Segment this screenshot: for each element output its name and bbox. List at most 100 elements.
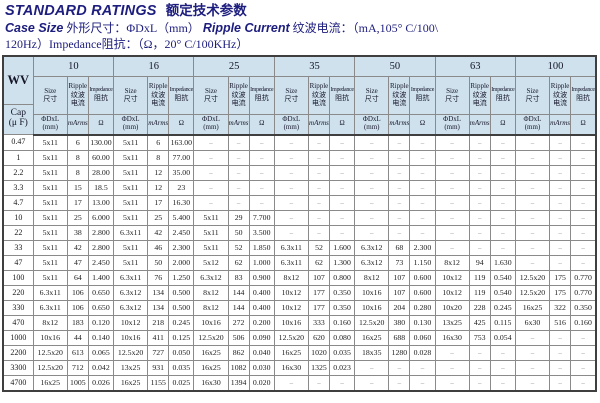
ripple-value-cell: – — [549, 239, 572, 256]
impedance-value-cell: 0.050 — [168, 344, 195, 361]
table-cell: ΦDxL — [121, 115, 140, 124]
ripple-value-cell: – — [388, 149, 411, 166]
size-value-cell: 16x25 — [32, 374, 68, 392]
size-unit-cell: ΦDxL (mm) — [354, 113, 390, 136]
ripple-value-cell: 175 — [549, 269, 572, 286]
header-row-subtitles: Size 尺寸 Ripple 纹波 电流 Impedance 阻抗 Size 尺寸 Ripple 纹… — [3, 75, 597, 115]
ripple-value-cell: – — [227, 164, 250, 181]
size-value-cell: 5x11 — [113, 149, 149, 166]
impedance-value-cell: 7.700 — [248, 209, 275, 226]
impedance-value-cell: – — [409, 224, 436, 241]
impedance-value-cell: 0.030 — [248, 359, 275, 376]
impedance-unit-cell: Ω — [409, 113, 436, 136]
table-cell: Size — [124, 86, 137, 95]
impedance-value-cell: 28.00 — [87, 164, 115, 181]
size-value-cell: 5x11 — [32, 179, 68, 196]
ripple-value-cell: 753 — [468, 329, 491, 346]
size-value-cell: – — [434, 374, 470, 392]
impedance-value-cell: 0.026 — [87, 374, 115, 392]
ripple-value-cell: 50 — [147, 254, 170, 271]
size-header: Size 尺寸 — [193, 75, 229, 115]
impedance-value-cell: 3.500 — [248, 224, 275, 241]
size-header: Size 尺寸 — [514, 75, 551, 115]
impedance-header: Impedance 阻抗 — [329, 75, 356, 115]
size-value-cell: 6.3x11 — [273, 254, 309, 271]
size-value-cell: – — [273, 179, 309, 196]
cap-value-cell: 33 — [2, 239, 34, 256]
impedance-value-cell: 0.042 — [87, 359, 115, 376]
table-cell: 尺寸 — [525, 95, 540, 104]
ripple-value-cell: 8 — [66, 149, 89, 166]
size-unit-cell: ΦDxL (mm) — [273, 113, 309, 136]
impedance-value-cell: 0.350 — [570, 299, 597, 316]
size-value-cell: 12.5x20 — [113, 344, 149, 361]
impedance-value-cell: – — [409, 209, 436, 226]
table-row: 470 8x12 183 0.120 10x12 218 0.245 10x16 272 0.20… — [2, 314, 597, 331]
impedance-value-cell: 0.160 — [570, 314, 597, 331]
cap-value-cell: 1000 — [2, 329, 34, 346]
impedance-value-cell: – — [248, 179, 275, 196]
impedance-value-cell: – — [570, 179, 597, 196]
size-value-cell: 6.3x11 — [32, 284, 68, 301]
table-cell: (mm) — [283, 123, 300, 132]
size-value-cell: 12.5x20 — [273, 329, 309, 346]
impedance-value-cell: 2.800 — [87, 239, 115, 256]
ripple-value-cell: – — [468, 134, 491, 151]
size-value-cell: 10x16 — [193, 314, 229, 331]
ripple-value-cell: 1082 — [227, 359, 250, 376]
impedance-value-cell: – — [248, 194, 275, 211]
size-value-cell: 6.3x12 — [354, 254, 390, 271]
table-cell: 电流 — [151, 99, 166, 108]
impedance-value-cell: 13.00 — [87, 194, 115, 211]
table-cell: (mm) — [122, 123, 139, 132]
ripple-value-cell: – — [388, 374, 411, 392]
table-cell: Ripple — [68, 82, 88, 91]
impedance-value-cell: – — [489, 344, 516, 361]
impedance-header: Impedance 阻抗 — [87, 75, 115, 115]
ripple-current-label: Ripple Current — [202, 20, 290, 35]
ripple-value-cell: 712 — [66, 359, 89, 376]
impedance-unit-cell: Ω — [329, 113, 356, 136]
impedance-value-cell: 1.850 — [248, 239, 275, 256]
impedance-value-cell: 0.500 — [168, 299, 195, 316]
impedance-value-cell: – — [570, 359, 597, 376]
table-row: 22 5x11 38 2.800 6.3x11 42 2.450 5x11 50 3.500– – –… — [2, 224, 597, 241]
size-value-cell: 10x16 — [113, 329, 149, 346]
table-cell: ΦDxL — [41, 115, 60, 124]
impedance-value-cell: – — [489, 239, 516, 256]
impedance-value-cell: – — [248, 134, 275, 151]
impedance-value-cell: 0.035 — [168, 359, 195, 376]
ripple-value-cell: – — [549, 209, 572, 226]
size-value-cell: 6.3x12 — [193, 269, 229, 286]
ripple-value-cell: 688 — [388, 329, 411, 346]
size-value-cell: 12.5x20 — [32, 344, 68, 361]
size-value-cell: – — [514, 239, 551, 256]
impedance-value-cell: – — [570, 194, 597, 211]
impedance-value-cell: 0.130 — [409, 314, 436, 331]
table-cell: Size — [526, 86, 539, 95]
ripple-value-cell: – — [307, 149, 331, 166]
table-cell: Impedance — [491, 87, 515, 94]
size-value-cell: – — [273, 209, 309, 226]
impedance-value-cell: – — [570, 149, 597, 166]
ripple-value-cell: 52 — [307, 239, 331, 256]
ripple-value-cell: – — [388, 134, 411, 151]
cap-value-cell: 330 — [2, 299, 34, 316]
ripple-value-cell: – — [468, 374, 491, 392]
impedance-value-cell: 0.028 — [409, 344, 436, 361]
size-value-cell: 16x30 — [434, 329, 470, 346]
table-cell: 阻抗 — [93, 94, 108, 103]
cap-value-cell: 4700 — [2, 374, 34, 392]
size-value-cell: – — [273, 194, 309, 211]
impedance-value-cell: – — [329, 209, 356, 226]
table-cell: 电流 — [311, 99, 326, 108]
table-cell: 阻抗 — [415, 94, 430, 103]
impedance-value-cell: – — [570, 254, 597, 271]
size-value-cell: 10x16 — [273, 314, 309, 331]
size-value-cell: 12.5x20 — [514, 284, 551, 301]
table-cell: (mm) — [203, 123, 219, 132]
voltage-header: 35 — [273, 55, 356, 77]
ripple-value-cell: 68 — [388, 239, 411, 256]
voltage-header: 16 — [113, 55, 195, 77]
size-value-cell: – — [434, 224, 470, 241]
